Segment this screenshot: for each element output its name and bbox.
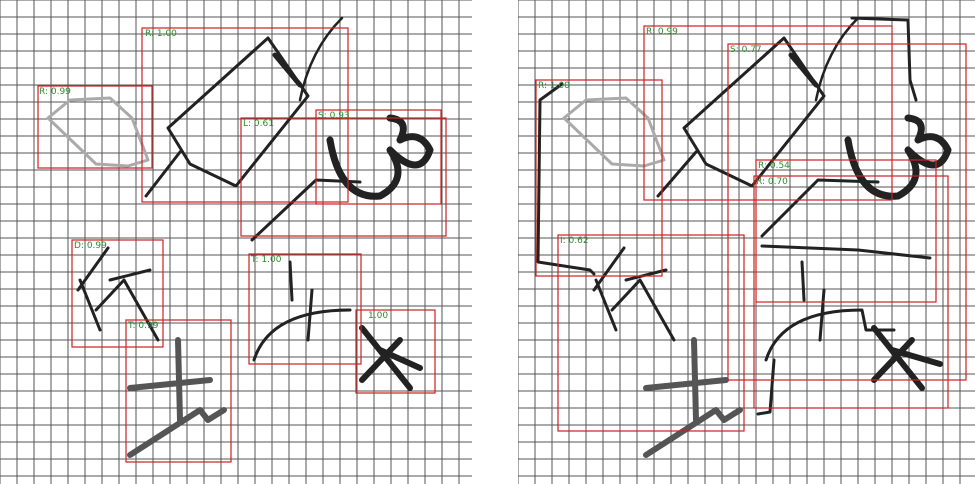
stroke-arc [298,16,344,102]
detection-label: D: 0.99 [74,241,107,251]
stroke-curl [788,52,819,88]
stroke-x [592,246,676,342]
detection-label: R: 1.00 [538,81,570,91]
detection-box [643,25,893,201]
grid [0,0,472,484]
detection-box [355,309,436,394]
detection-box [315,109,442,205]
detection-label: R: 0.99 [646,27,678,37]
detection-label: T: 0.99 [127,321,159,331]
detection-box [753,175,949,409]
detection-box [240,117,447,237]
stroke-star [359,325,423,391]
detection-boxes [37,27,447,463]
stroke-outline-top [850,16,918,102]
stroke-outline-left [536,82,596,276]
detection-box [71,239,164,348]
stroke-connect [760,244,932,260]
stroke-polygon [562,96,666,168]
detection-label: 1.00 [368,311,388,321]
stroke-arc-lower [764,260,896,362]
stroke-t [643,337,743,458]
stroke-rect-tail [656,150,698,198]
detection-label: T: 1.00 [250,255,282,265]
stroke-lower-connect [756,358,776,416]
detection-label: R: 1.00 [145,29,177,39]
stroke-spiral [326,114,434,200]
stroke-polygon [46,96,150,168]
detection-box [535,79,663,277]
detection-labels: R: 0.99 S: 0.77 R: 1.00 R: 0.54 R: 0.70 … [538,27,790,246]
detection-box [141,27,349,203]
detection-label: I: 0.62 [560,236,589,246]
left-sketch-panel: R: 1.00 R: 0.99 L: 0.61 S: 0.93 D: 0.99 … [0,0,472,484]
sketch-strokes [536,16,952,458]
right-sketch-panel: R: 0.99 S: 0.77 R: 1.00 R: 0.54 R: 0.70 … [518,0,975,484]
stroke-rectangle [166,36,310,188]
stroke-x [76,246,160,342]
stroke-curl [272,52,303,88]
detection-label: S: 0.93 [318,111,350,121]
stroke-spiral [844,114,952,200]
stroke-rectangle [682,36,826,188]
stroke-line [760,178,880,238]
detection-label: R: 0.70 [756,177,788,187]
stroke-star [871,325,943,391]
stroke-arc [814,16,860,102]
detection-label: L: 0.61 [243,119,274,129]
detection-label: R: 0.54 [758,161,790,171]
detection-box [37,85,153,169]
stroke-rect-tail [144,150,182,198]
detection-box [755,159,937,303]
detection-box [727,43,967,381]
detection-boxes [535,25,967,432]
left-sketch-canvas: R: 1.00 R: 0.99 L: 0.61 S: 0.93 D: 0.99 … [0,0,472,484]
right-sketch-canvas: R: 0.99 S: 0.77 R: 1.00 R: 0.54 R: 0.70 … [518,0,975,484]
detection-box [557,234,745,432]
stroke-arc-lower [252,260,352,362]
detection-label: S: 0.77 [730,45,762,55]
stroke-t [127,337,227,458]
detection-label: R: 0.99 [39,87,71,97]
detection-box [125,319,232,463]
detection-labels: R: 1.00 R: 0.99 L: 0.61 S: 0.93 D: 0.99 … [39,29,388,331]
detection-box [248,253,362,365]
